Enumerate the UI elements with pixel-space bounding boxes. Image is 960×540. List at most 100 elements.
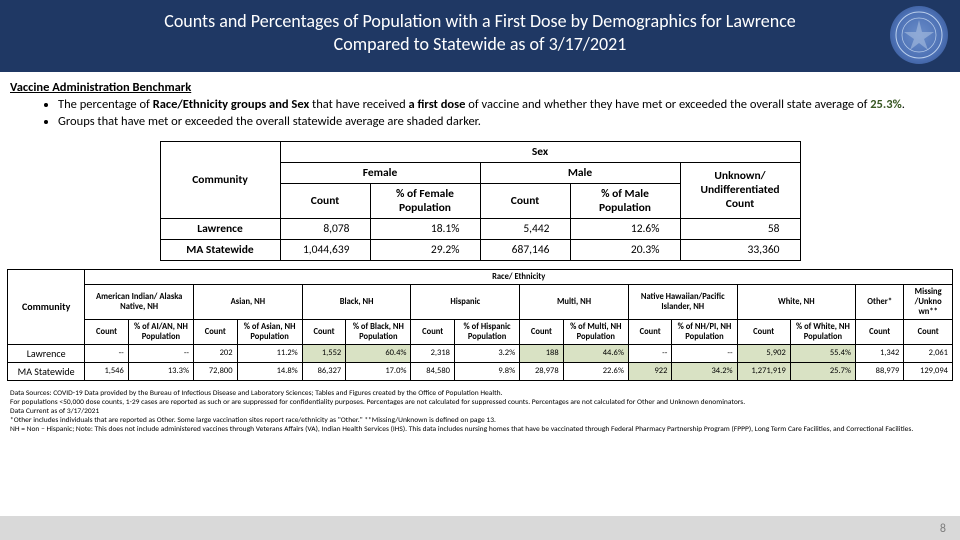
table-row: MA Statewide1,54613.3%72,80014.8%86,3271… [8,362,953,380]
col-count: Count [280,183,370,218]
cell: 29.2% [370,239,480,260]
col-female: Female [280,162,480,183]
footnote-line: *Other includes individuals that are rep… [10,416,950,425]
footer-band [0,516,960,540]
col-count: Count [85,319,128,344]
cell: 12.6% [570,218,680,239]
cell: 28,978 [520,362,563,380]
cell: 86,327 [302,362,345,380]
col-group: Native Hawaiian/Pacific Islander, NH [628,284,737,319]
table-row: Lawrence----20211.2%1,55260.4%2,3183.2%1… [8,344,953,362]
text-bold: Race/Ethnicity groups and Sex [153,97,309,112]
cell: 3.2% [454,344,519,362]
cell: 9.8% [454,362,519,380]
col-pct: % of AI/AN, NH Population [128,319,193,344]
cell: 2,318 [411,344,454,362]
text: . [902,97,905,112]
cell: -- [85,344,128,362]
cell: 2,061 [904,344,953,362]
cell: 17.0% [346,362,411,380]
cell: 202 [194,344,237,362]
cell: 1,044,639 [280,239,370,260]
cell: 129,094 [904,362,953,380]
col-group: Hispanic [411,284,520,319]
cell: 60.4% [346,344,411,362]
sex-table: Community Sex Female Male Unknown/ Undif… [160,141,801,261]
cell: 8,078 [280,218,370,239]
col-pct: % of NH/PI, NH Population [672,319,737,344]
row-label: Lawrence [160,218,280,239]
cell: 20.3% [570,239,680,260]
title-line-1: Counts and Percentages of Population wit… [164,10,796,32]
col-count: Count [480,183,570,218]
header-band: Counts and Percentages of Population wit… [0,0,960,72]
col-unknown: Unknown/ Undifferentiated Count [680,162,800,218]
col-count: Count [904,319,953,344]
row-label: Lawrence [8,344,85,362]
col-count: Count [194,319,237,344]
col-group: White, NH [737,284,855,319]
benchmark-section: Vaccine Administration Benchmark The per… [0,72,960,135]
col-male: Male [480,162,680,183]
text-bold: a first dose [409,97,466,112]
benchmark-item-2: Groups that have met or exceeded the ove… [58,114,950,131]
col-pct: % of Multi, NH Population [563,319,628,344]
col-count: Count [737,319,790,344]
col-pct: % of Black, NH Population [346,319,411,344]
cell: 188 [520,344,563,362]
col-count: Count [628,319,671,344]
cell: 25.7% [790,362,855,380]
col-count: Count [411,319,454,344]
cell: 5,442 [480,218,570,239]
cell: 84,580 [411,362,454,380]
cell: -- [672,344,737,362]
benchmark-list: The percentage of Race/Ethnicity groups … [58,97,950,131]
state-seal-icon [890,6,948,64]
footnotes: Data Sources: COVID-19 Data provided by … [0,381,960,434]
cell: 58 [680,218,800,239]
cell: 88,979 [856,362,904,380]
footnote-line: Data Sources: COVID-19 Data provided by … [10,389,950,398]
cell: -- [628,344,671,362]
cell: 55.4% [790,344,855,362]
table-row: MA Statewide 1,044,639 29.2% 687,146 20.… [160,239,800,260]
row-label: MA Statewide [160,239,280,260]
cell: 1,342 [856,344,904,362]
page-title: Counts and Percentages of Population wit… [0,6,960,61]
col-pct-male: % of Male Population [570,183,680,218]
col-group: Black, NH [302,284,411,319]
cell: 687,146 [480,239,570,260]
col-community: Community [8,269,85,344]
cell: 18.1% [370,218,480,239]
benchmark-item-1: The percentage of Race/Ethnicity groups … [58,97,950,114]
cell: 1,552 [302,344,345,362]
col-group: Asian, NH [194,284,303,319]
row-label: MA Statewide [8,362,85,380]
col-count: Count [302,319,345,344]
footnote-line: For populations <50,000 dose counts, 1-2… [10,398,950,407]
cell: 13.3% [128,362,193,380]
text: of vaccine and whether they have met or … [465,97,870,112]
cell: 1,546 [85,362,128,380]
col-pct: % of Hispanic Population [454,319,519,344]
title-line-2: Compared to Statewide as of 3/17/2021 [334,33,627,55]
cell: 72,800 [194,362,237,380]
col-race-ethnicity: Race/ Ethnicity [85,269,953,284]
ethnicity-table: Community Race/ Ethnicity American India… [7,269,953,381]
col-pct: % of Asian, NH Population [237,319,302,344]
col-missing: Missing /Unkno wn** [904,284,953,319]
col-other: Other* [856,284,904,319]
cell: 11.2% [237,344,302,362]
cell: 922 [628,362,671,380]
benchmark-heading: Vaccine Administration Benchmark [10,80,191,95]
cell: 44.6% [563,344,628,362]
cell: -- [128,344,193,362]
cell: 33,360 [680,239,800,260]
state-avg-pct: 25.3% [870,97,901,112]
table-row: Lawrence 8,078 18.1% 5,442 12.6% 58 [160,218,800,239]
cell: 22.6% [563,362,628,380]
text: The percentage of [58,97,153,112]
col-group: American Indian/ Alaska Native, NH [85,284,194,319]
cell: 5,902 [737,344,790,362]
col-count: Count [520,319,563,344]
